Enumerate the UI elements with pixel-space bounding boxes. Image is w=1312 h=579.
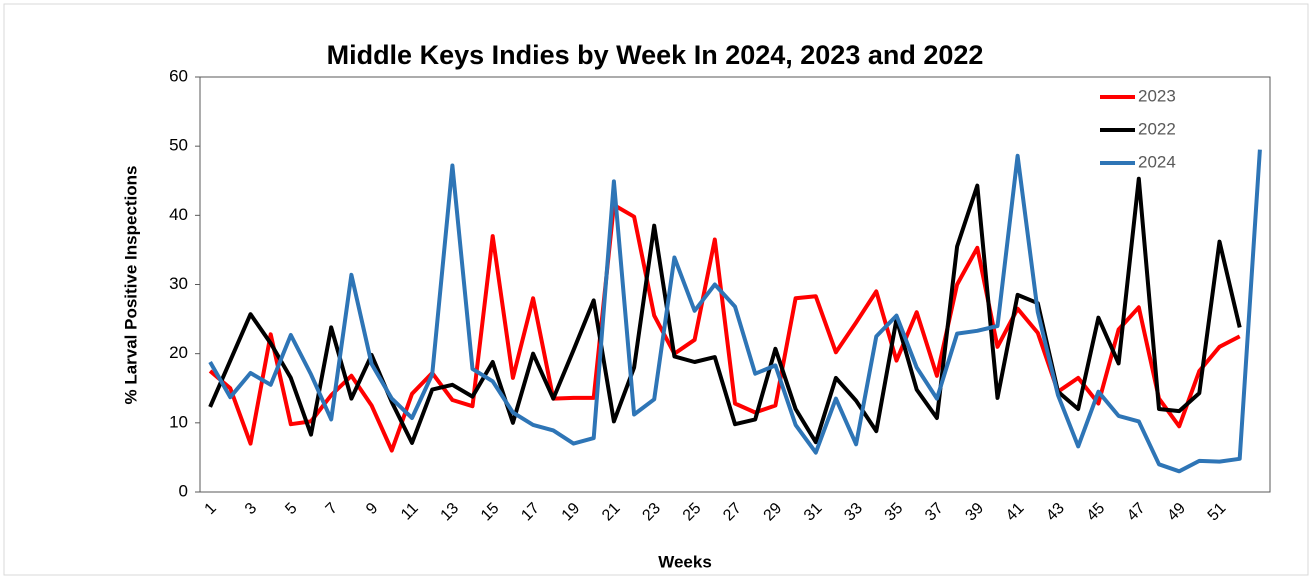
x-axis-label: Weeks: [658, 552, 712, 571]
y-tick-label: 60: [169, 66, 188, 85]
y-tick-label: 20: [169, 343, 188, 362]
y-tick-label: 10: [169, 412, 188, 431]
y-tick-label: 50: [169, 136, 188, 155]
y-tick-label: 0: [179, 481, 188, 500]
legend-label: 2024: [1138, 152, 1176, 171]
y-axis-label: % Larval Positive Inspections: [121, 165, 140, 404]
legend-label: 2023: [1138, 86, 1176, 105]
y-tick-label: 30: [169, 274, 188, 293]
series-line: [208, 149, 1262, 474]
chart-border: [3, 3, 1309, 576]
chart-title: Middle Keys Indies by Week In 2024, 2023…: [327, 40, 984, 70]
series-line: [208, 203, 1241, 453]
legend-label: 2022: [1138, 119, 1176, 138]
y-tick-label: 40: [169, 205, 188, 224]
